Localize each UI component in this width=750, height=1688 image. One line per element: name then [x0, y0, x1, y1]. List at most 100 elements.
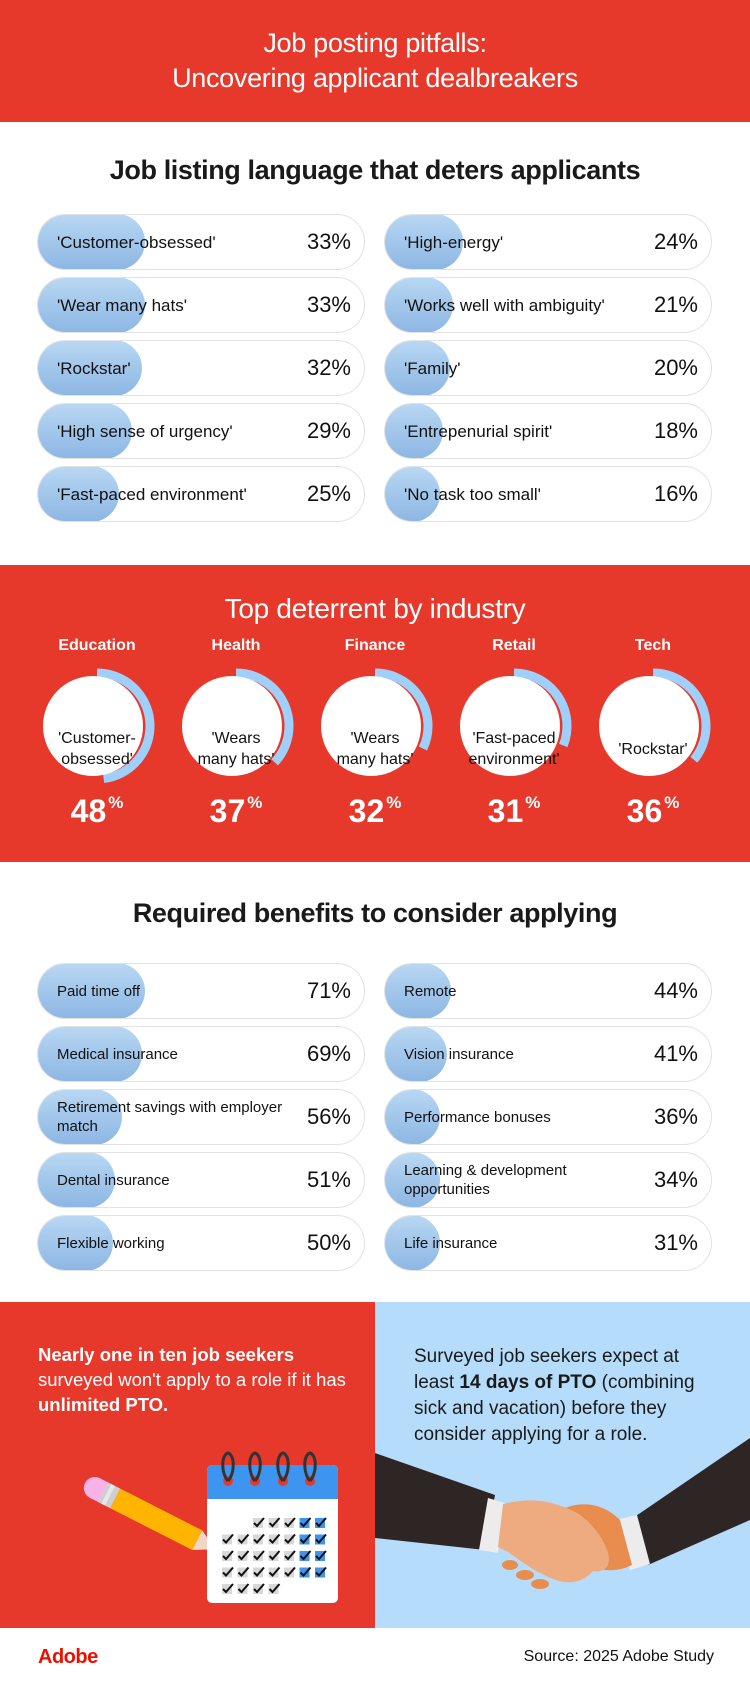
bar-label: Learning & development opportunities	[404, 1162, 567, 1198]
calendar-day	[253, 1518, 263, 1528]
percent-sign: %	[525, 793, 541, 812]
bar-fill	[385, 964, 451, 1018]
bar-label: Paid time off	[57, 982, 141, 1000]
ring-gauge	[599, 668, 711, 776]
bar-label: Medical insurance	[57, 1045, 178, 1063]
check-icon	[284, 1533, 296, 1544]
bar-fill	[385, 1153, 440, 1207]
check-icon	[315, 1517, 327, 1528]
bar-fill	[385, 1027, 447, 1081]
bar-label: 'High-energy'	[404, 232, 504, 252]
callout-body-tail: (combining sick and vacation) before the…	[414, 1372, 695, 1445]
bar-label: 'Fast-paced environment'	[57, 484, 247, 504]
calendar-day	[253, 1534, 263, 1545]
check-icon	[268, 1583, 281, 1594]
check-icon	[299, 1533, 312, 1544]
calendar-day	[315, 1518, 325, 1528]
bar-label: Vision insurance	[404, 1045, 514, 1063]
bar-label: 'Customer-obsessed'	[57, 232, 216, 252]
industry-term: 'Wears many hats'	[176, 720, 296, 778]
bar-fill	[38, 1153, 115, 1207]
unlimited-pto-text: Nearly one in ten job seekers surveyed w…	[38, 1342, 348, 1417]
calendar-day	[315, 1567, 325, 1578]
check-icon	[268, 1550, 281, 1561]
footer: Adobe Source: 2025 Adobe Study	[0, 1628, 750, 1688]
check-icon	[268, 1517, 281, 1528]
bar-row: 'High-energy' 24%	[384, 214, 712, 270]
check-icon	[315, 1566, 327, 1577]
calendar-day	[237, 1551, 248, 1561]
bar-fill	[385, 467, 440, 521]
bar-fill	[38, 1216, 113, 1270]
bar-value: 50%	[306, 1230, 351, 1255]
calendar-day	[222, 1567, 232, 1578]
bar-row: 'No task too small' 16%	[384, 466, 712, 522]
language-bars-right: 'High-energy' 24% 'Works well with ambigui…	[384, 214, 712, 529]
industry-percent: 31%	[454, 793, 574, 830]
industry-term-line1: 'Wears	[350, 730, 400, 747]
ring-arc	[235, 668, 294, 766]
calendar-day	[284, 1518, 294, 1528]
industry-item: Retail 'Fast-paced environment' 31%	[454, 637, 574, 830]
bar-row: 'Family' 20%	[384, 340, 712, 396]
header-title-line1: Job posting pitfalls:	[263, 28, 487, 58]
check-icon	[253, 1533, 265, 1544]
bar-label: 'High sense of urgency'	[57, 421, 233, 441]
check-icon	[237, 1533, 250, 1544]
adobe-logo: Adobe	[38, 1646, 98, 1668]
industry-term-line2: obsessed'	[61, 751, 133, 768]
header-banner: Job posting pitfalls: Uncovering applica…	[0, 0, 750, 122]
check-icon	[299, 1566, 312, 1577]
bar-value: 16%	[653, 481, 698, 506]
industry-item: Finance 'Wears many hats' 32%	[315, 637, 435, 830]
industry-percent: 48%	[37, 793, 157, 830]
bar-label: 'Entrepenurial spirit'	[404, 421, 553, 441]
check-icon	[268, 1533, 281, 1544]
bar-row: Life insurance 31%	[384, 1215, 712, 1271]
bar-row: Vision insurance 41%	[384, 1026, 712, 1082]
bar-fill	[38, 215, 145, 269]
calendar-day	[299, 1567, 310, 1578]
industry-term: 'Customer-obsessed'	[37, 720, 157, 778]
industry-percent: 32%	[315, 793, 435, 830]
industry-percent-number: 32	[348, 793, 385, 829]
bar-label: Retirement savings with employer match	[57, 1099, 283, 1135]
check-icon	[237, 1566, 250, 1577]
calendar-day	[268, 1518, 279, 1528]
bar-row: Retirement savings with employer match 56…	[37, 1089, 365, 1145]
industry-item: Tech 'Rockstar' 36%	[593, 637, 713, 830]
check-icon	[253, 1550, 265, 1561]
source-note: Source: 2025 Adobe Study	[523, 1648, 714, 1665]
industry-name: Finance	[344, 637, 406, 654]
calendar-day	[237, 1584, 248, 1594]
bar-fill	[385, 404, 443, 458]
bar-value: 33%	[306, 229, 351, 254]
industry-name: Education	[58, 637, 136, 654]
bar-row: Learning & development opportunities 34%	[384, 1152, 712, 1208]
ring-center	[182, 676, 282, 776]
industry-percent-number: 36	[626, 793, 663, 829]
percent-sign: %	[247, 793, 263, 812]
callout-bold-lead: Nearly one in ten job seekers	[38, 1344, 295, 1365]
percent-sign: %	[108, 793, 124, 812]
bar-label: Dental insurance	[57, 1171, 170, 1189]
bar-value: 18%	[653, 418, 698, 443]
industry-term-line1: 'Fast-paced	[472, 730, 556, 747]
ring-arc	[652, 668, 711, 763]
calendar-day	[268, 1584, 279, 1594]
bar-label: Flexible working	[57, 1234, 165, 1252]
calendar-day	[253, 1567, 263, 1578]
bar-row: Flexible working 50%	[37, 1215, 365, 1271]
benefits-bars-right: Remote 44% Vision insurance 41% Performance …	[384, 963, 712, 1278]
check-icon	[222, 1550, 234, 1561]
calendar-pencil-illustration	[83, 1451, 338, 1603]
bar-label: 'Wear many hats'	[57, 295, 187, 315]
bar-row: 'Fast-paced environment' 25%	[37, 466, 365, 522]
bar-row: 'Works well with ambiguity' 21%	[384, 277, 712, 333]
calendar-day	[253, 1584, 263, 1594]
bar-value: 56%	[306, 1104, 351, 1129]
check-icon	[222, 1583, 234, 1594]
bar-label: 'No task too small'	[404, 484, 541, 504]
bar-label: Remote	[404, 982, 457, 1000]
bar-fill	[385, 1090, 440, 1144]
